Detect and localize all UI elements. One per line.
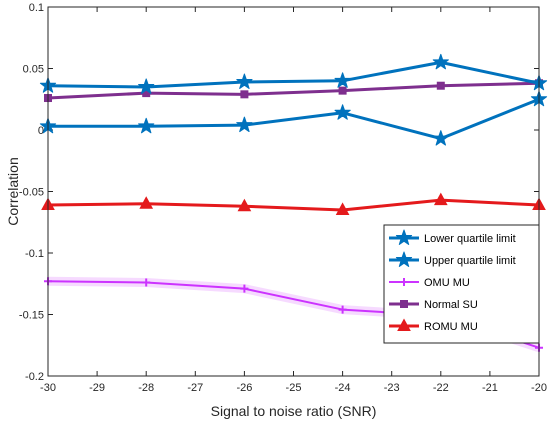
data-point: [236, 73, 253, 89]
x-tick-label: -29: [89, 382, 105, 394]
legend-box: [383, 224, 540, 344]
data-point: [138, 117, 155, 134]
legend-label: Lower quartile limit: [424, 233, 516, 245]
data-point: [436, 81, 445, 90]
data-point: [432, 130, 449, 146]
x-tick-label: -25: [286, 382, 302, 394]
series-line: [47, 60, 540, 89]
data-point: [338, 305, 347, 314]
data-point: [240, 284, 249, 293]
data-point: [334, 104, 351, 120]
legend-item-upper-quartile-limit: Upper quartile limit: [389, 251, 516, 267]
data-point: [142, 278, 151, 287]
y-tick-label: -0.1: [25, 248, 44, 260]
legend-label: Upper quartile limit: [424, 255, 516, 267]
x-tick-label: -28: [138, 382, 154, 394]
legend-marker: [400, 278, 408, 286]
plot-frame: [47, 6, 540, 377]
legend-label: OMU MU: [424, 277, 470, 289]
legend-label: Normal SU: [424, 299, 478, 311]
x-tick-label: -26: [236, 382, 252, 394]
data-point: [432, 53, 449, 70]
y-tick-label: -0.2: [25, 371, 44, 383]
legend-label: ROMU MU: [424, 321, 478, 333]
data-point: [335, 202, 350, 215]
y-tick-label: 0: [38, 125, 44, 137]
x-tick-label: -22: [433, 382, 449, 394]
y-axis-title: Correlation: [5, 157, 21, 225]
y-tick-label: -0.05: [19, 187, 44, 199]
x-tick-label: -27: [187, 382, 203, 394]
legend-item-lower-quartile-limit: Lower quartile limit: [389, 229, 516, 245]
legend-item-romu-mu: ROMU MU: [389, 318, 478, 333]
x-tick-label: -30: [40, 382, 56, 394]
x-tick-label: -24: [335, 382, 351, 394]
legend-marker: [395, 251, 413, 267]
data-point: [433, 192, 448, 206]
legend: Lower quartile limit Upper quartile limit…: [383, 224, 540, 344]
legend-marker: [400, 300, 408, 308]
series-line: [48, 97, 540, 141]
y-tick-label: -0.15: [19, 310, 44, 322]
x-tick-label: -23: [384, 382, 400, 394]
data-point: [237, 198, 252, 212]
series-line: [47, 198, 540, 212]
ticks-layer: -30 -29 -28 -27 -26 -25 -24 -23 -22 -21 -20 -0.2 -0.…: [19, 2, 547, 394]
legend-item-omu-mu: OMU MU: [389, 277, 470, 289]
data-point: [334, 72, 351, 88]
data-point: [338, 86, 347, 95]
legend-item-normal-su: Normal SU: [389, 299, 478, 311]
series-line: [47, 81, 540, 100]
y-tick-label: 0.05: [23, 64, 44, 76]
data-point: [139, 196, 154, 209]
legend-marker: [395, 229, 413, 245]
y-tick-label: 0.1: [29, 2, 44, 14]
x-axis-title: Signal to noise ratio (SNR): [211, 403, 377, 419]
data-point: [240, 90, 249, 99]
data-point: [138, 78, 155, 94]
legend-marker: [397, 318, 411, 331]
x-tick-label: -21: [482, 382, 498, 394]
data-point: [236, 116, 253, 133]
x-tick-label: -20: [531, 382, 547, 394]
